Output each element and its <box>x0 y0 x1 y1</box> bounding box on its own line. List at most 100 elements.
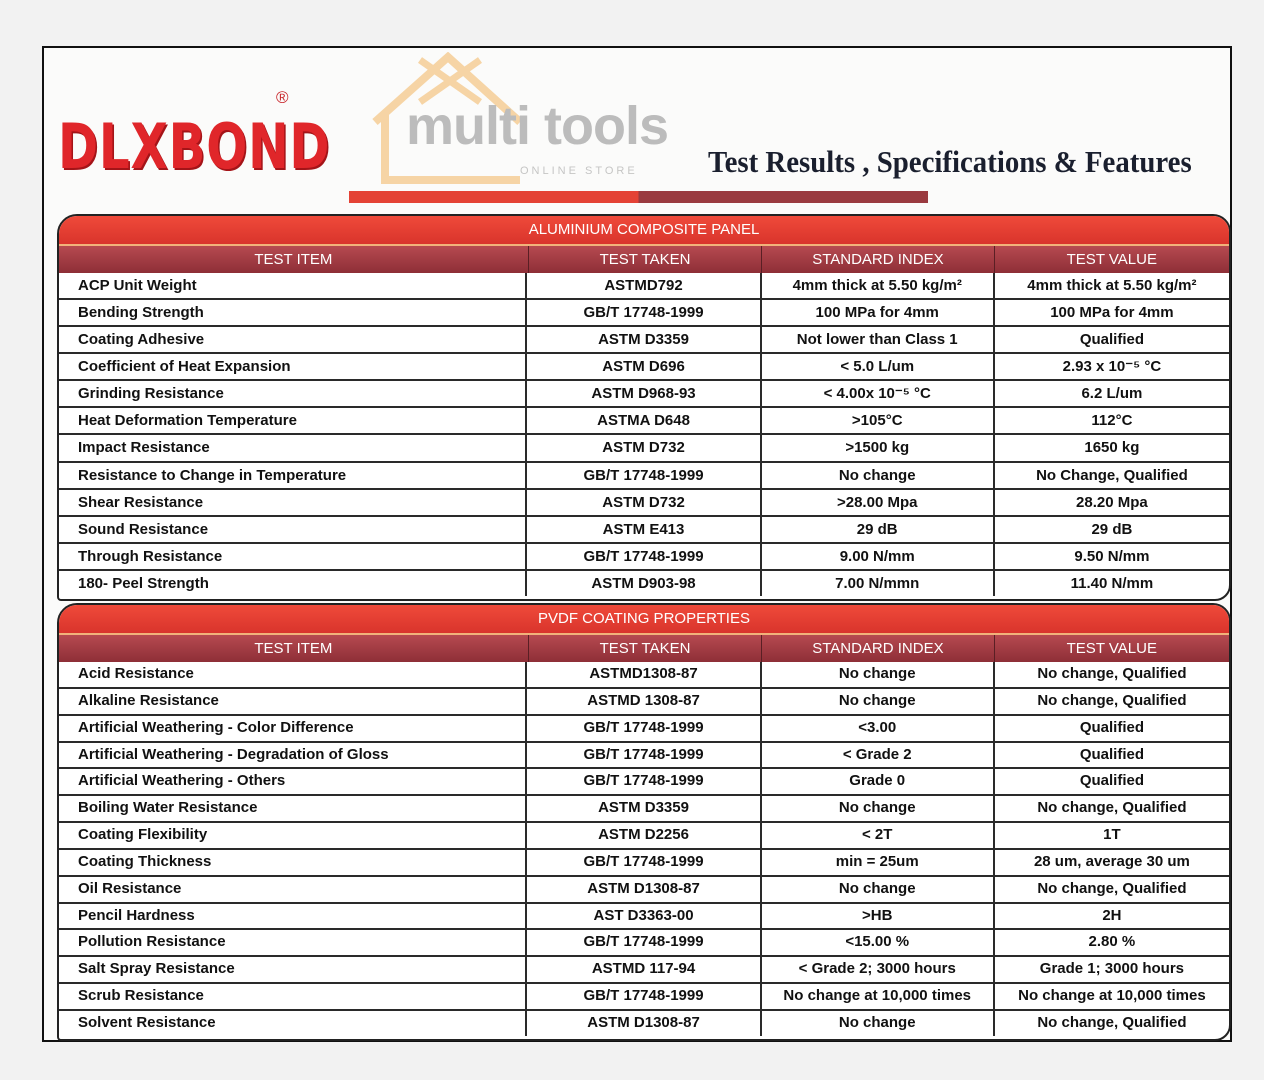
header-test-value: TEST VALUE <box>1066 251 1157 268</box>
cell-test-item: Grinding Resistance <box>59 381 528 407</box>
header-test-item: TEST ITEM <box>59 635 529 662</box>
cell-test-taken: GB/T 17748-1999 <box>527 462 762 488</box>
cell-test-taken: GB/T 17748-1999 <box>527 715 762 741</box>
table-row: ACP Unit Weight ASTMD792 4mm thick at 5.50… <box>59 273 1229 301</box>
cell-test-taken: ASTM D2256 <box>527 823 762 848</box>
table-row: Through Resistance GB/T 17748-1999 9.00 N/… <box>59 543 1229 571</box>
registered-mark: ® <box>276 88 289 107</box>
cell-test-value: Qualified <box>1079 745 1144 763</box>
table-row: Acid Resistance ASTMD1308-87 No change No c… <box>59 662 1229 689</box>
cell-test-taken: ASTM D1308-87 <box>527 1010 762 1036</box>
cell-test-item: Heat Deformation Temperature <box>59 408 528 434</box>
cell-test-item: Coefficient of Heat Expansion <box>59 354 528 380</box>
header-test-value: TEST VALUE <box>1066 640 1157 657</box>
cell-test-taken: ASTMD 117-94 <box>527 957 762 983</box>
cell-test-value: 29 dB <box>1091 520 1133 538</box>
cell-test-taken: GB/T 17748-1999 <box>527 930 762 956</box>
cell-standard-index: 29 dB <box>762 516 995 542</box>
cell-test-item: Pencil Hardness <box>59 903 528 929</box>
table-row: Coefficient of Heat Expansion ASTM D696 < … <box>59 354 1229 382</box>
table-header: TEST ITEM TEST TAKEN STANDARD INDEX TEST VA… <box>59 246 1229 273</box>
table-row: Alkaline Resistance ASTMD 1308-87 No chang… <box>59 688 1229 716</box>
cell-test-value: No change, Qualified <box>1037 665 1187 682</box>
cell-test-item: Oil Resistance <box>59 876 528 902</box>
cell-test-taken: ASTM E413 <box>527 516 762 542</box>
cell-test-item: Alkaline Resistance <box>59 688 528 714</box>
table-body: ACP Unit Weight ASTMD792 4mm thick at 5.50… <box>59 273 1229 596</box>
table-row: Artificial Weathering - Color Difference… <box>59 715 1229 743</box>
brand-logo: DLXBOND <box>58 110 331 183</box>
cell-standard-index: No change <box>762 688 995 714</box>
cell-test-taken: ASTMD 1308-87 <box>527 688 762 714</box>
cell-test-value: 1650 kg <box>1084 439 1140 457</box>
cell-standard-index: >1500 kg <box>762 435 995 461</box>
table-row: Boiling Water Resistance ASTM D3359 No cha… <box>59 796 1229 824</box>
cell-test-taken: ASTM D732 <box>527 435 762 461</box>
table-row: Grinding Resistance ASTM D968-93 < 4.00x 1… <box>59 381 1229 409</box>
cell-test-item: Coating Flexibility <box>59 823 528 848</box>
cell-test-value: 4mm thick at 5.50 kg/m² <box>1027 277 1197 294</box>
cell-test-value: No change, Qualified <box>1037 799 1187 817</box>
cell-test-item: Salt Spray Resistance <box>59 957 528 983</box>
cell-standard-index: 100 MPa for 4mm <box>762 300 995 326</box>
cell-test-value: 28.20 Mpa <box>1076 493 1148 511</box>
cell-test-value: Qualified <box>1079 772 1144 790</box>
cell-test-item: Artificial Weathering - Others <box>59 769 528 795</box>
table-row: Coating Adhesive ASTM D3359 Not lower than… <box>59 327 1229 355</box>
table-row: Artificial Weathering - Degradation of G… <box>59 742 1229 770</box>
cell-test-value: 112°C <box>1091 412 1133 430</box>
header-test-taken: TEST TAKEN <box>529 246 763 273</box>
cell-test-value: Qualified <box>1079 718 1144 736</box>
header-standard-index: STANDARD INDEX <box>762 635 995 662</box>
cell-test-value: Qualified <box>1079 331 1144 349</box>
cell-test-item: Impact Resistance <box>59 435 528 461</box>
table-row: Artificial Weathering - Others GB/T 17748… <box>59 769 1229 797</box>
table-title: ALUMINIUM COMPOSITE PANEL <box>59 216 1229 246</box>
header-standard-index: STANDARD INDEX <box>762 246 995 273</box>
cell-standard-index: No change <box>762 1010 995 1036</box>
header-test-taken: TEST TAKEN <box>529 635 763 662</box>
table-row: Shear Resistance ASTM D732 >28.00 Mpa 28.20… <box>59 489 1229 517</box>
cell-test-value: 2.93 x 10⁻⁵ °C <box>1062 358 1162 376</box>
table-title: PVDF COATING PROPERTIES <box>59 605 1229 635</box>
cell-test-taken: ASTMD792 <box>527 273 762 299</box>
cell-test-taken: ASTM D3359 <box>527 796 762 822</box>
pvdf-table: PVDF COATING PROPERTIES TEST ITEM TEST TA… <box>57 603 1231 1041</box>
cell-test-item: Bending Strength <box>59 300 528 326</box>
cell-standard-index: Grade 0 <box>762 769 995 795</box>
cell-standard-index: 7.00 N/mmn <box>762 570 995 596</box>
cell-standard-index: >105°C <box>762 408 995 434</box>
cell-test-value: 100 MPa for 4mm <box>1050 304 1174 322</box>
cell-standard-index: <3.00 <box>762 715 995 741</box>
cell-test-item: ACP Unit Weight <box>59 273 528 299</box>
cell-test-value: 28 um, average 30 um <box>1033 852 1190 870</box>
table-row: Sound Resistance ASTM E413 29 dB 29 dB <box>59 516 1229 544</box>
cell-standard-index: No change at 10,000 times <box>762 984 995 1009</box>
cell-standard-index: <15.00 % <box>762 930 995 956</box>
cell-test-taken: AST D3363-00 <box>527 903 762 929</box>
cell-test-value: 9.50 N/mm <box>1074 547 1150 565</box>
table-row: Salt Spray Resistance ASTMD 117-94 < Grade… <box>59 957 1229 985</box>
table-row: Pollution Resistance GB/T 17748-1999 <15.0… <box>59 930 1229 958</box>
cell-standard-index: No change <box>762 462 995 488</box>
table-row: Oil Resistance ASTM D1308-87 No change No c… <box>59 876 1229 904</box>
cell-standard-index: min = 25um <box>762 849 995 875</box>
cell-test-taken: ASTM D3359 <box>527 327 762 353</box>
cell-standard-index: >HB <box>762 903 995 929</box>
table-row: Solvent Resistance ASTM D1308-87 No change… <box>59 1010 1229 1036</box>
cell-test-item: Scrub Resistance <box>59 984 528 1009</box>
cell-test-item: 180- Peel Strength <box>59 570 528 596</box>
cell-standard-index: No change <box>762 796 995 822</box>
cell-test-taken: ASTM D903-98 <box>527 570 762 596</box>
cell-test-taken: ASTM D968-93 <box>527 381 762 407</box>
cell-test-value: No change at 10,000 times <box>1018 987 1206 1005</box>
cell-standard-index: 4mm thick at 5.50 kg/m² <box>762 273 995 299</box>
cell-test-value: No change, Qualified <box>1037 691 1187 709</box>
cell-test-item: Artificial Weathering - Degradation of G… <box>59 742 528 768</box>
cell-standard-index: No change <box>762 662 995 687</box>
header-test-item: TEST ITEM <box>59 246 529 273</box>
cell-test-taken: ASTMA D648 <box>527 408 762 434</box>
cell-test-item: Coating Adhesive <box>59 327 528 353</box>
table-row: Bending Strength GB/T 17748-1999 100 MPa f… <box>59 300 1229 328</box>
cell-standard-index: 9.00 N/mm <box>762 543 995 569</box>
